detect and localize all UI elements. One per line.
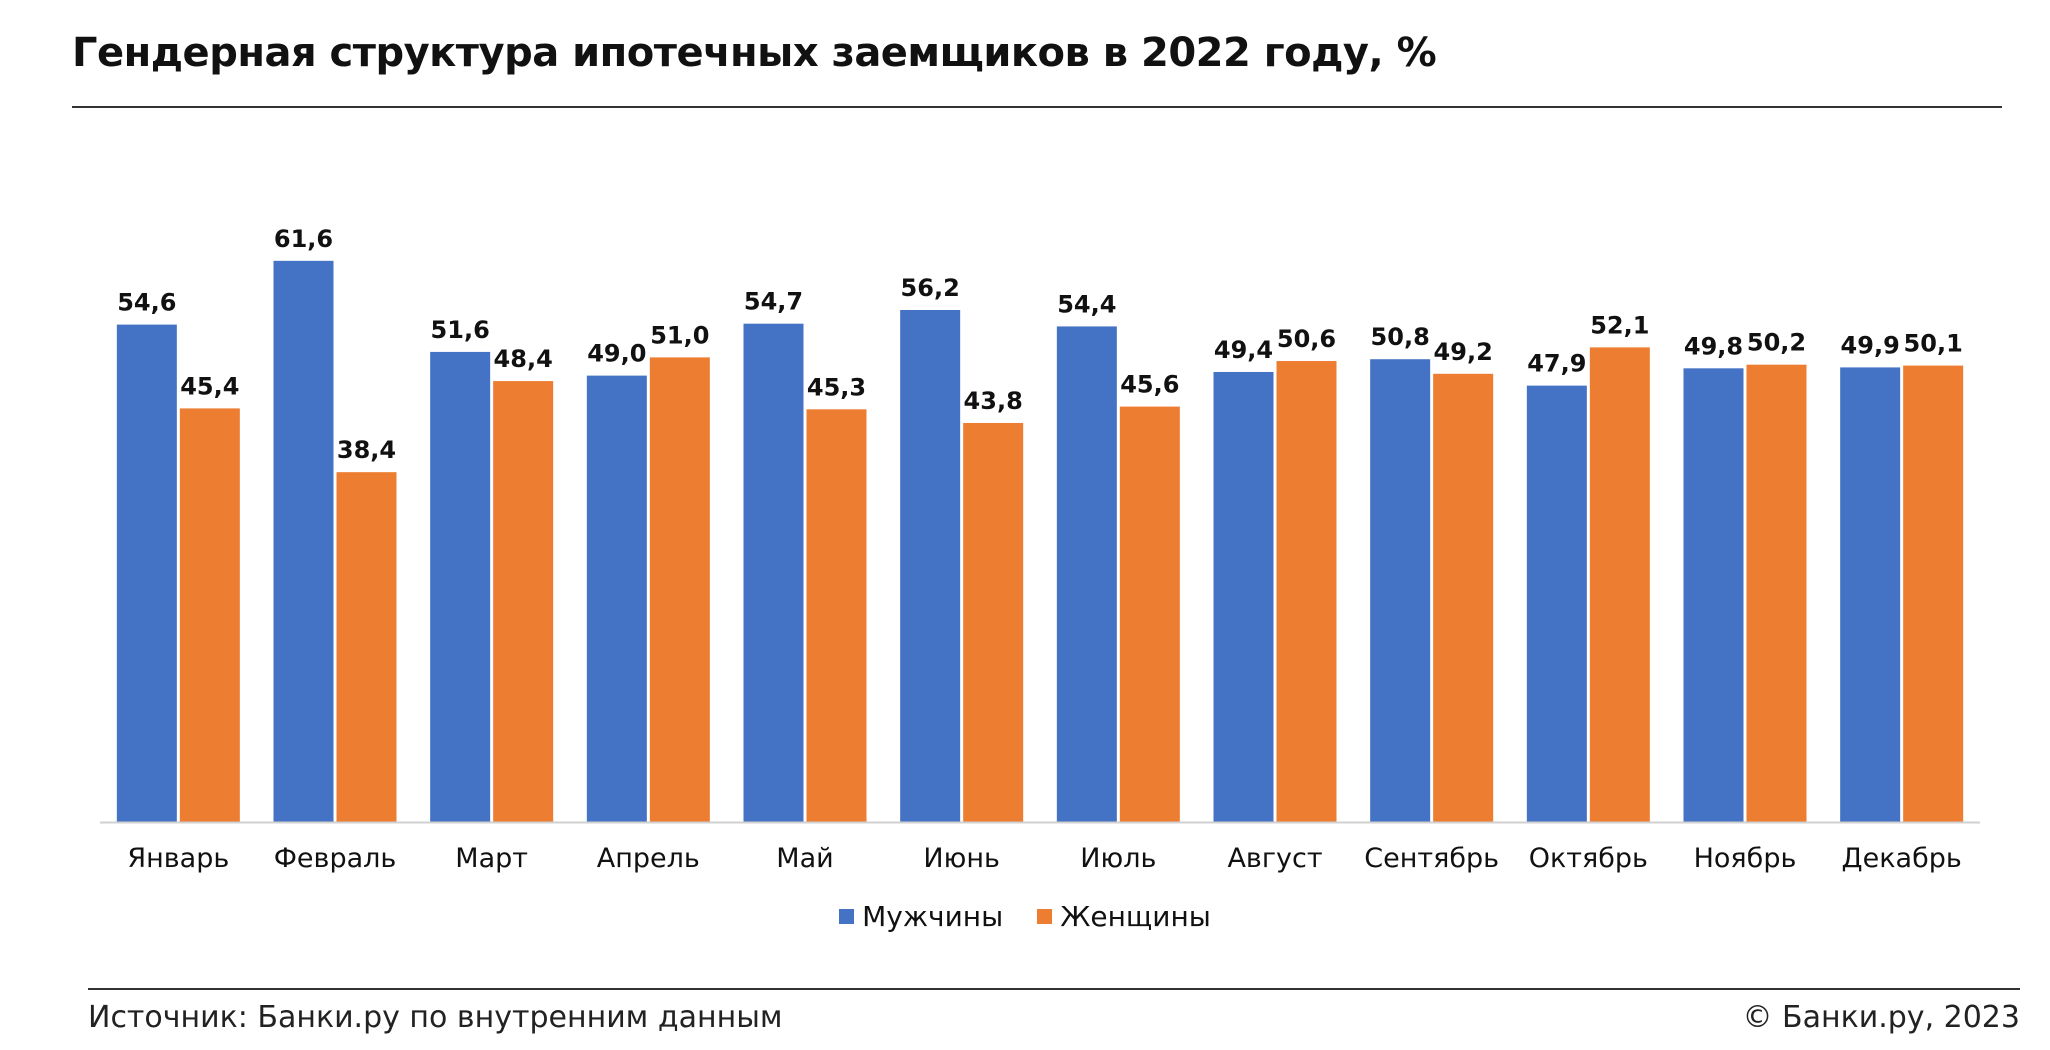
- data-label-men-11: 49,8: [1684, 332, 1743, 360]
- bar-men-5: [743, 323, 804, 822]
- bar-women-1: [179, 408, 240, 822]
- legend-label-men: Мужчины: [862, 900, 1004, 933]
- data-label-men-6: 56,2: [901, 274, 960, 302]
- legend-item-women: Женщины: [1037, 900, 1211, 933]
- bar-women-10: [1589, 347, 1650, 822]
- x-tick-label-2: Февраль: [274, 843, 397, 874]
- data-label-men-1: 54,6: [117, 289, 176, 317]
- x-tick-label-10: Октябрь: [1529, 843, 1648, 874]
- data-label-men-2: 61,6: [274, 225, 333, 253]
- data-label-men-8: 49,4: [1214, 336, 1273, 364]
- data-label-men-9: 50,8: [1371, 323, 1430, 351]
- data-label-men-12: 49,9: [1841, 331, 1900, 359]
- bar-men-9: [1370, 359, 1431, 822]
- bar-women-7: [1119, 406, 1180, 822]
- x-tick-label-8: Август: [1227, 843, 1322, 874]
- bar-men-1: [116, 324, 177, 822]
- x-tick-label-1: Январь: [127, 843, 229, 874]
- data-label-women-11: 50,2: [1747, 329, 1806, 357]
- bar-women-3: [493, 381, 554, 822]
- bar-men-12: [1840, 367, 1901, 822]
- data-label-women-6: 43,8: [964, 387, 1023, 415]
- data-label-women-9: 49,2: [1434, 338, 1493, 366]
- chart-title: Гендерная структура ипотечных заемщиков …: [72, 30, 1437, 76]
- x-tick-label-11: Ноябрь: [1694, 843, 1797, 874]
- bar-women-5: [806, 409, 867, 822]
- data-label-women-7: 45,6: [1120, 371, 1179, 399]
- bar-women-11: [1746, 364, 1807, 822]
- bar-women-9: [1433, 373, 1494, 822]
- bar-women-8: [1276, 361, 1337, 822]
- bar-women-6: [963, 422, 1024, 822]
- data-label-women-4: 51,0: [650, 321, 709, 349]
- data-label-women-5: 45,3: [807, 373, 866, 401]
- data-label-women-12: 50,1: [1904, 330, 1963, 358]
- footer-divider: [88, 988, 2020, 990]
- bar-women-12: [1903, 365, 1964, 822]
- data-label-men-7: 54,4: [1057, 290, 1116, 318]
- copyright-note: © Банки.ру, 2023: [1742, 1000, 2021, 1035]
- bar-men-4: [586, 375, 647, 822]
- bar-men-7: [1056, 326, 1117, 822]
- bar-women-4: [649, 357, 710, 822]
- bar-men-11: [1683, 368, 1744, 822]
- data-label-men-10: 47,9: [1527, 350, 1586, 378]
- x-tick-label-6: Июнь: [923, 843, 1000, 874]
- x-tick-label-12: Декабрь: [1842, 843, 1962, 874]
- bar-men-3: [430, 351, 491, 822]
- data-label-women-10: 52,1: [1590, 311, 1649, 339]
- bar-men-6: [900, 310, 961, 822]
- bar-men-8: [1213, 371, 1274, 822]
- legend-label-women: Женщины: [1060, 900, 1211, 933]
- data-label-women-8: 50,6: [1277, 325, 1336, 353]
- x-tick-label-4: Апрель: [597, 843, 700, 874]
- legend-swatch-men: [839, 909, 855, 924]
- data-label-women-3: 48,4: [494, 345, 553, 373]
- data-label-men-4: 49,0: [587, 340, 646, 368]
- bar-men-10: [1526, 385, 1587, 822]
- data-label-women-1: 45,4: [180, 372, 239, 400]
- data-label-women-2: 38,4: [337, 436, 396, 464]
- legend-item-men: Мужчины: [839, 900, 1003, 933]
- bar-women-2: [336, 472, 397, 822]
- x-tick-label-5: Май: [776, 843, 833, 874]
- legend-swatch-women: [1037, 909, 1053, 924]
- bar-men-2: [273, 260, 334, 823]
- legend: Мужчины Женщины: [0, 900, 2050, 933]
- data-label-men-3: 51,6: [431, 316, 490, 344]
- data-label-men-5: 54,7: [744, 288, 803, 316]
- source-note: Источник: Банки.ру по внутренним данным: [88, 1000, 783, 1035]
- x-tick-label-7: Июль: [1080, 843, 1156, 874]
- bar-chart: 54,6 45,4 Январь 61,6 38,4 Февраль 51,648,4 Мар…: [100, 225, 1980, 874]
- title-divider: [72, 106, 2002, 108]
- x-tick-label-9: Сентябрь: [1364, 843, 1499, 874]
- x-tick-label-3: Март: [455, 843, 528, 874]
